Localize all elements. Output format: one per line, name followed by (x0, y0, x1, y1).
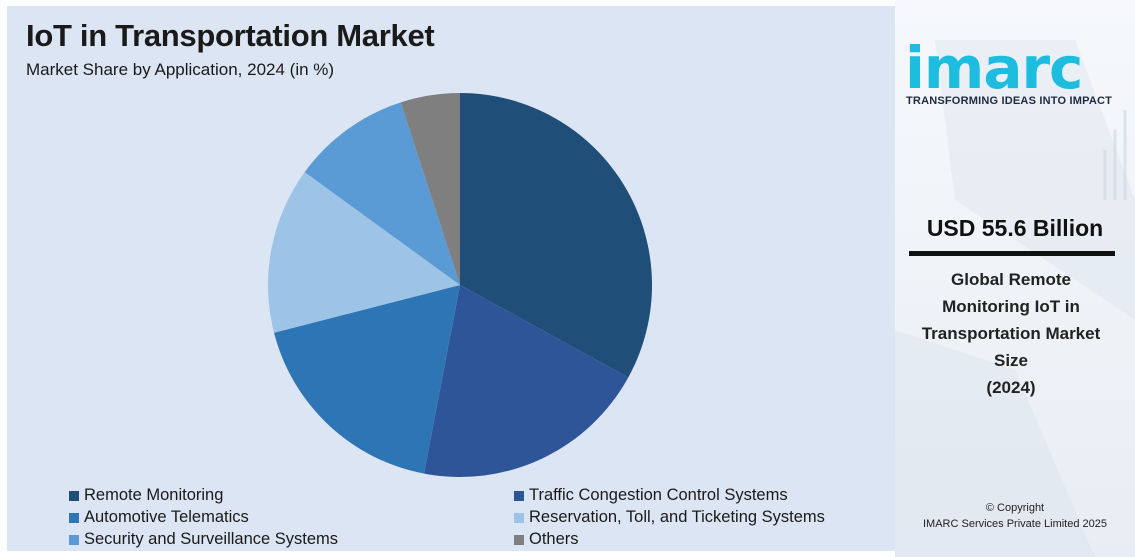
legend-label: Reservation, Toll, and Ticketing Systems (529, 508, 825, 526)
logo-tagline: TRANSFORMING IDEAS INTO IMPACT (906, 95, 1113, 107)
pie-slice-4 (268, 172, 460, 333)
legend-item: Security and Surveillance Systems (69, 530, 338, 549)
market-label-line: Global Remote (951, 270, 1071, 289)
market-label-line: (2024) (986, 378, 1036, 397)
pie-slice-6 (400, 93, 460, 285)
pie-chart (268, 93, 652, 477)
copyright: © Copyright IMARC Services Private Limit… (895, 500, 1135, 532)
chart-title: IoT in Transportation Market (26, 18, 435, 53)
market-label-line: Monitoring IoT in (942, 297, 1080, 316)
legend-item: Traffic Congestion Control Systems (514, 486, 788, 505)
chart-panel: IoT in Transportation Market Market Shar… (7, 6, 895, 551)
pie-slice-5 (304, 102, 460, 285)
legend-swatch (69, 490, 79, 501)
chart-subtitle: Market Share by Application, 2024 (in %) (26, 60, 335, 79)
copyright-line: © Copyright (985, 502, 1045, 514)
legend-swatch (514, 534, 524, 545)
market-label-line: Transportation Market (921, 324, 1101, 343)
logo-wordmark: imarc (905, 34, 1083, 102)
legend-item: Others (514, 530, 579, 549)
legend-label: Automotive Telematics (84, 508, 249, 526)
legend-item: Automotive Telematics (69, 508, 249, 527)
legend-label: Security and Surveillance Systems (84, 530, 339, 548)
pie-slice-1 (460, 93, 652, 378)
info-panel: imarc TRANSFORMING IDEAS INTO IMPACT USD… (895, 0, 1135, 557)
market-value: USD 55.6 Billion (926, 215, 1104, 241)
copyright-line: IMARC Services Private Limited 2025 (922, 518, 1107, 530)
legend-label: Others (529, 530, 579, 548)
legend-item: Reservation, Toll, and Ticketing Systems (514, 508, 825, 527)
background-decoration (895, 40, 1135, 557)
legend-swatch (69, 512, 79, 523)
pie-slice-2 (424, 285, 629, 477)
legend-label: Remote Monitoring (84, 486, 224, 504)
divider (909, 251, 1115, 256)
legend-label: Traffic Congestion Control Systems (529, 486, 788, 504)
legend-swatch (514, 512, 524, 523)
pie-slice-3 (274, 285, 460, 474)
market-label: Global Remote Monitoring IoT in Transpor… (895, 266, 1127, 401)
market-label-line: Size (993, 351, 1029, 370)
legend-swatch (69, 534, 79, 545)
legend-item: Remote Monitoring (69, 486, 223, 505)
legend-swatch (514, 490, 524, 501)
